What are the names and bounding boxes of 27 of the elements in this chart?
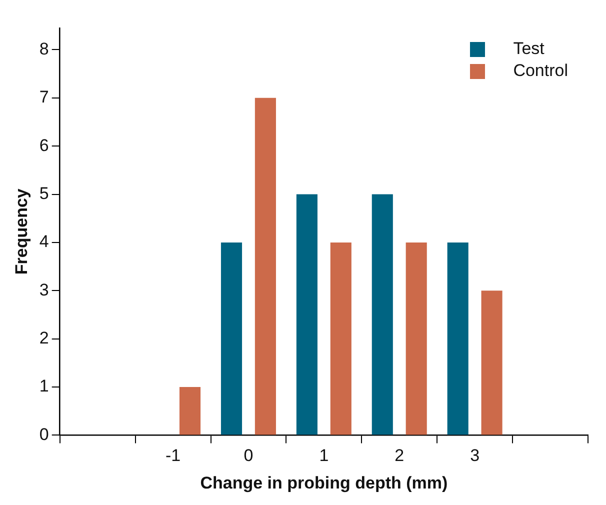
bar bbox=[447, 242, 468, 435]
y-tick-label: 3 bbox=[39, 280, 49, 300]
bar bbox=[254, 98, 276, 435]
bar bbox=[296, 194, 318, 435]
y-tick-label: 8 bbox=[39, 39, 49, 58]
x-tick-label: 3 bbox=[470, 446, 480, 466]
x-tick-label: 0 bbox=[244, 446, 254, 466]
y-tick-label: 5 bbox=[39, 184, 49, 203]
legend-label: Test bbox=[513, 38, 544, 60]
x-tick-label: -1 bbox=[165, 446, 181, 466]
bar bbox=[179, 387, 201, 435]
x-axis-title: Change in probing depth (mm) bbox=[200, 473, 448, 492]
y-tick-label: 1 bbox=[39, 376, 49, 396]
bar bbox=[330, 242, 352, 435]
y-tick-label: 6 bbox=[39, 136, 49, 155]
y-tick-label: 4 bbox=[39, 232, 49, 252]
bar bbox=[372, 194, 393, 435]
bar bbox=[481, 290, 502, 435]
y-axis-title: Frequency bbox=[12, 188, 31, 275]
y-tick-label: 0 bbox=[39, 424, 49, 444]
legend-label: Control bbox=[513, 60, 568, 82]
bar bbox=[220, 242, 242, 435]
x-tick-label: 2 bbox=[394, 446, 404, 466]
x-tick-label: 1 bbox=[319, 446, 329, 466]
bar bbox=[406, 242, 427, 435]
y-tick-label: 2 bbox=[39, 328, 49, 348]
y-tick-label: 7 bbox=[39, 88, 49, 107]
